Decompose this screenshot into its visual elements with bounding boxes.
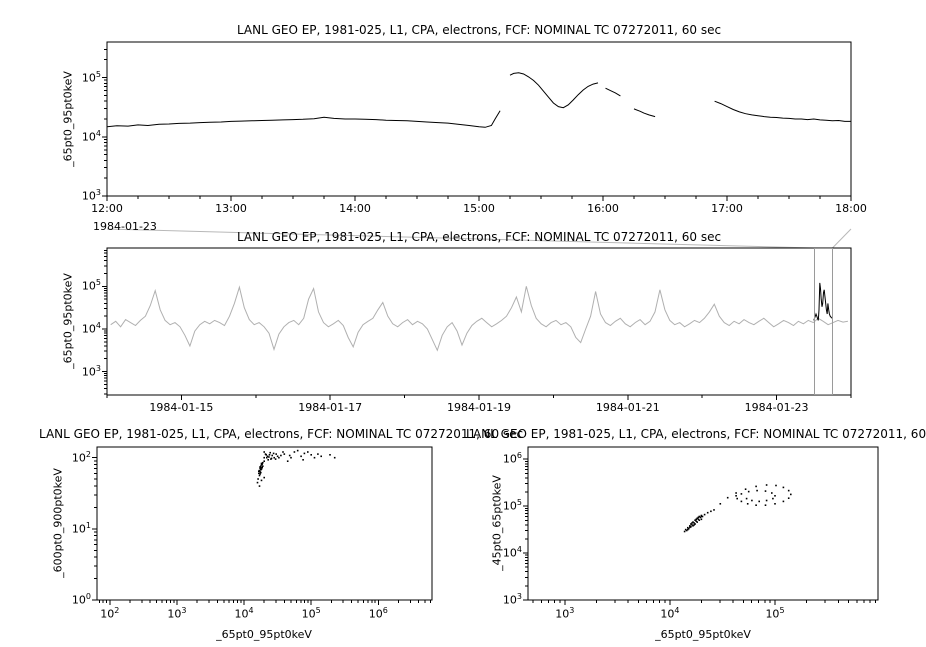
scatter2-points-cluster	[683, 514, 704, 533]
zoom-connector-right	[832, 228, 852, 249]
context-ytick: 105	[81, 278, 101, 293]
scatter1-xtick: 102	[100, 606, 120, 621]
panel-scatter1-title: LANL GEO EP, 1981-025, L1, CPA, electron…	[39, 427, 524, 441]
scatter2-ytick: 103	[502, 592, 522, 607]
top-series-segment-0	[106, 110, 501, 128]
top-series-segment-1	[509, 72, 599, 109]
top-ytick: 104	[81, 128, 101, 144]
context-gray-series	[110, 285, 848, 352]
top-xtick: 12:00	[91, 202, 123, 215]
scatter1-frame	[96, 446, 433, 601]
scatter2-xtick: 105	[765, 606, 785, 621]
top-axis-date-label: 1984-01-23	[93, 220, 157, 233]
panel-context-title: LANL GEO EP, 1981-025, L1, CPA, electron…	[236, 230, 722, 244]
scatter2-ytick: 104	[502, 545, 522, 560]
scatter1-points-blob	[263, 451, 282, 461]
panel-scatter2-xlabel: _65pt0_95pt0keV	[655, 628, 751, 641]
scatter1-points-spread_right	[282, 449, 336, 462]
zoom-connector-left	[106, 228, 814, 249]
scatter1-xtick: 103	[167, 606, 187, 621]
scatter1-ytick: 102	[71, 449, 91, 465]
top-xtick: 15:00	[463, 202, 495, 215]
scatter1-ytick: 100	[71, 592, 91, 607]
top-frame	[106, 41, 852, 197]
context-frame	[106, 247, 852, 396]
panel-scatter2-title: LANL GEO EP, 1981-025, L1, CPA, electron…	[466, 427, 926, 441]
context-xtick: 1984-01-23	[744, 401, 809, 414]
context-selection-box[interactable]	[814, 248, 833, 395]
scatter1-ytick: 101	[71, 520, 91, 536]
context-ytick: 103	[81, 363, 101, 379]
scatter2-ytick: 105	[502, 498, 522, 513]
scatter2-frame	[527, 446, 879, 601]
top-xtick: 14:00	[339, 202, 371, 215]
top-series-segment-3	[633, 108, 656, 118]
top-xtick: 18:00	[835, 202, 867, 215]
panel-scatter1-xlabel: _65pt0_95pt0keV	[216, 628, 312, 641]
top-ytick: 103	[81, 188, 101, 203]
scatter1-points-below	[256, 476, 265, 487]
context-xtick: 1984-01-17	[298, 401, 363, 414]
context-highlight-series	[813, 282, 833, 321]
top-xtick: 13:00	[215, 202, 247, 215]
scatter2-xtick: 103	[555, 606, 575, 621]
top-xtick: 17:00	[711, 202, 743, 215]
scatter2-points-loop_outer	[713, 484, 792, 511]
top-series-segment-2	[605, 87, 621, 97]
top-ytick: 105	[81, 69, 101, 85]
scatter2-ytick: 106	[502, 451, 522, 466]
context-xtick: 1984-01-15	[149, 401, 214, 414]
top-xtick: 16:00	[587, 202, 619, 215]
context-xtick: 1984-01-19	[447, 401, 511, 414]
context-ytick: 104	[81, 320, 101, 336]
panel-top-title: LANL GEO EP, 1981-025, L1, CPA, electron…	[236, 23, 722, 37]
scatter1-xtick: 104	[234, 606, 254, 621]
scatter2-xtick: 104	[660, 606, 680, 621]
scatter2-points-loop_inner	[740, 489, 776, 503]
scatter1-points-dense_streak	[258, 460, 265, 477]
scatter1-xtick: 106	[368, 606, 388, 621]
panel-top-ylabel: _65pt0_95pt0keV	[61, 71, 75, 167]
scatter1-xtick: 105	[301, 606, 321, 621]
context-xtick: 1984-01-21	[595, 401, 660, 414]
top-series-segment-4	[714, 100, 851, 122]
scatter2-points-trail	[700, 510, 712, 518]
